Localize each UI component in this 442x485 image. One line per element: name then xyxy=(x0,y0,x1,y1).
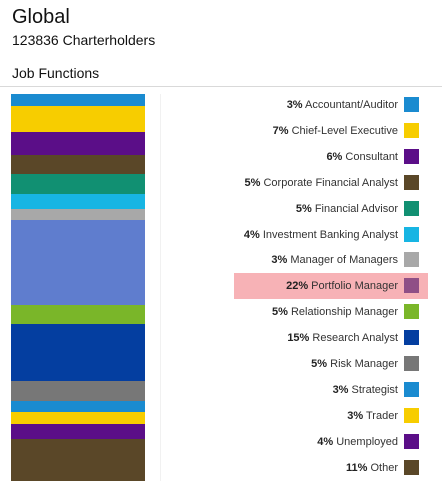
legend-item-portfolio-manager[interactable]: 22% Portfolio Manager xyxy=(234,273,428,300)
bar-segment-portfolio-manager[interactable] xyxy=(11,220,145,306)
legend-percent: 5% xyxy=(295,202,312,215)
legend-item-strategist[interactable]: 3% Strategist xyxy=(234,377,428,403)
bar-segment-research-analyst[interactable] xyxy=(11,323,145,382)
legend-percent: 15% xyxy=(287,332,310,345)
legend-label: Financial Advisor xyxy=(311,202,398,215)
legend-text: 3% Trader xyxy=(347,403,398,429)
legend-percent: 3% xyxy=(332,383,349,396)
bar-segment-trader[interactable] xyxy=(11,412,145,425)
bar-segment-relationship-manager[interactable] xyxy=(11,304,145,325)
legend-percent: 3% xyxy=(286,99,303,111)
legend-percent: 5% xyxy=(311,358,328,370)
legend-label: Corporate Financial Analyst xyxy=(260,176,398,189)
legend-text: 3% Manager of Managers xyxy=(271,247,398,273)
legend-item-relationship-manager[interactable]: 5% Relationship Manager xyxy=(234,299,428,325)
legend-label: Chief-Level Executive xyxy=(288,124,398,137)
legend-item-investment-banking-analyst[interactable]: 4% Investment Banking Analyst xyxy=(234,222,428,248)
legend-text: 5% Financial Advisor xyxy=(296,196,398,222)
legend-text: 4% Investment Banking Analyst xyxy=(244,222,398,248)
legend-text: 5% Corporate Financial Analyst xyxy=(245,170,398,196)
legend-percent: 5% xyxy=(272,306,288,319)
legend-swatch xyxy=(404,330,419,346)
legend-text: 15% Research Analyst xyxy=(287,325,398,351)
legend-text: 22% Portfolio Manager xyxy=(286,273,398,299)
legend-item-corporate-financial-analyst[interactable]: 5% Corporate Financial Analyst xyxy=(234,170,428,196)
legend-swatch xyxy=(404,356,419,371)
page-title: Global xyxy=(12,6,70,28)
bar-segment-financial-advisor[interactable] xyxy=(11,174,145,195)
section-heading: Job Functions xyxy=(12,65,100,81)
legend-percent: 22% xyxy=(286,280,309,293)
legend-percent: 5% xyxy=(244,176,261,189)
legend-percent: 3% xyxy=(271,254,288,267)
legend-swatch xyxy=(404,226,419,242)
legend-percent: 6% xyxy=(326,150,343,163)
legend-percent: 11% xyxy=(346,461,368,474)
legend-item-other[interactable]: 11% Other xyxy=(234,455,428,481)
legend-text: 6% Consultant xyxy=(326,144,398,170)
charterholder-count: 123836 Charterholders xyxy=(12,32,156,48)
legend-swatch xyxy=(404,459,419,475)
bar-segment-manager-of-managers[interactable] xyxy=(11,208,145,221)
bar-segment-investment-banking-analyst[interactable] xyxy=(11,193,145,210)
legend-label: Consultant xyxy=(342,150,398,163)
legend-text: 11% Other xyxy=(346,455,398,481)
legend-label: Trader xyxy=(363,409,398,422)
bar-segment-consultant[interactable] xyxy=(11,132,145,156)
legend-item-trader[interactable]: 3% Trader xyxy=(234,403,428,429)
legend-item-consultant[interactable]: 6% Consultant xyxy=(234,144,428,170)
legend-swatch xyxy=(404,174,419,190)
legend-item-risk-manager[interactable]: 5% Risk Manager xyxy=(234,351,428,377)
legend-item-accountant-auditor[interactable]: 3% Accountant/Auditor xyxy=(234,92,428,118)
panel-divider xyxy=(160,94,161,481)
legend-swatch xyxy=(404,304,419,320)
legend-label: Portfolio Manager xyxy=(308,280,398,293)
bar-segment-corporate-financial-analyst[interactable] xyxy=(11,155,145,175)
legend-label: Strategist xyxy=(348,383,398,396)
legend-label: Research Analyst xyxy=(309,332,398,345)
legend-swatch xyxy=(404,278,419,294)
legend-swatch xyxy=(404,200,419,216)
bar-segment-accountant-auditor[interactable] xyxy=(11,94,145,106)
legend-swatch xyxy=(404,148,419,164)
bar-segment-strategist[interactable] xyxy=(11,400,145,413)
header-divider xyxy=(0,86,442,87)
legend-text: 7% Chief-Level Executive xyxy=(273,118,398,144)
bar-segment-other[interactable] xyxy=(11,438,145,482)
legend-percent: 7% xyxy=(272,124,289,137)
legend-label: Relationship Manager xyxy=(287,306,398,319)
bar-segment-chief-level-executive[interactable] xyxy=(11,105,145,133)
legend-label: Investment Banking Analyst xyxy=(259,228,398,241)
legend-item-financial-advisor[interactable]: 5% Financial Advisor xyxy=(234,196,428,222)
legend-text: 5% Relationship Manager xyxy=(272,299,398,325)
legend-percent: 4% xyxy=(243,228,260,241)
legend-percent: 4% xyxy=(317,435,334,448)
bar-segment-risk-manager[interactable] xyxy=(11,381,145,402)
legend-text: 5% Risk Manager xyxy=(311,351,398,377)
legend-swatch xyxy=(404,433,419,449)
legend-label: Risk Manager xyxy=(327,358,398,370)
legend-swatch xyxy=(404,407,419,423)
legend-label: Manager of Managers xyxy=(287,254,398,267)
bar-segment-unemployed[interactable] xyxy=(11,423,145,440)
legend-swatch xyxy=(404,122,419,138)
legend-item-chief-level-executive[interactable]: 7% Chief-Level Executive xyxy=(234,118,428,144)
legend-item-unemployed[interactable]: 4% Unemployed xyxy=(234,429,428,455)
legend-item-manager-of-managers[interactable]: 3% Manager of Managers xyxy=(234,247,428,273)
legend-label: Accountant/Auditor xyxy=(302,99,398,111)
legend-swatch xyxy=(404,252,419,268)
legend-label: Unemployed xyxy=(333,435,398,448)
stacked-bar-chart xyxy=(11,94,145,482)
legend-swatch xyxy=(404,381,419,397)
legend-label: Other xyxy=(367,461,398,474)
legend-text: 3% Strategist xyxy=(333,377,398,403)
legend-text: 3% Accountant/Auditor xyxy=(287,92,398,118)
legend-text: 4% Unemployed xyxy=(317,429,398,455)
legend-swatch xyxy=(404,97,419,112)
legend-item-research-analyst[interactable]: 15% Research Analyst xyxy=(234,325,428,351)
legend-percent: 3% xyxy=(347,409,364,422)
